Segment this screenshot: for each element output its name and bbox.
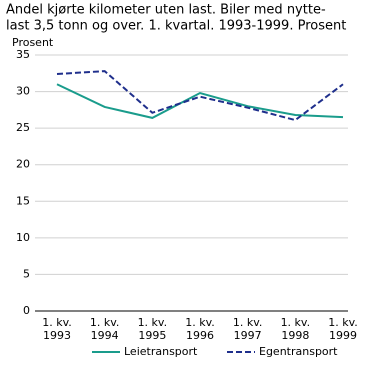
legend-label: Leietransport [124,345,198,358]
x-tick-label: 1. kv. [281,316,311,329]
x-tick-label: 1998 [281,329,309,342]
x-tick-label: 1. kv. [233,316,263,329]
x-tick-label: 1. kv. [328,316,358,329]
y-tick-label: 0 [23,304,30,317]
x-tick-label: 1995 [138,329,166,342]
y-axis-label: Prosent [12,36,54,49]
x-tick-label: 1. kv. [90,316,120,329]
y-tick-label: 15 [16,194,30,207]
chart-title: Andel kjørte kilometer uten last. Biler … [6,3,326,18]
x-tick-label: 1. kv. [138,316,168,329]
y-tick-label: 30 [16,85,30,98]
y-tick-label: 10 [16,231,30,244]
x-tick-label: 1994 [91,329,119,342]
line [56,83,344,119]
x-tick-label: 1996 [186,329,214,342]
y-tick-label: 25 [16,121,30,134]
y-tick-label: 35 [16,48,30,61]
x-tick-label: 1. kv. [42,316,72,329]
x-tick-label: 1. kv. [185,316,215,329]
line [56,70,344,122]
legend-label: Egentransport [259,345,338,358]
chart-title: last 3,5 tonn og over. 1. kvartal. 1993-… [6,19,346,34]
x-tick-label: 1993 [43,329,71,342]
x-tick-label: 1999 [329,329,357,342]
y-tick-label: 5 [23,267,30,280]
x-tick-label: 1997 [234,329,262,342]
y-tick-label: 20 [16,158,30,171]
